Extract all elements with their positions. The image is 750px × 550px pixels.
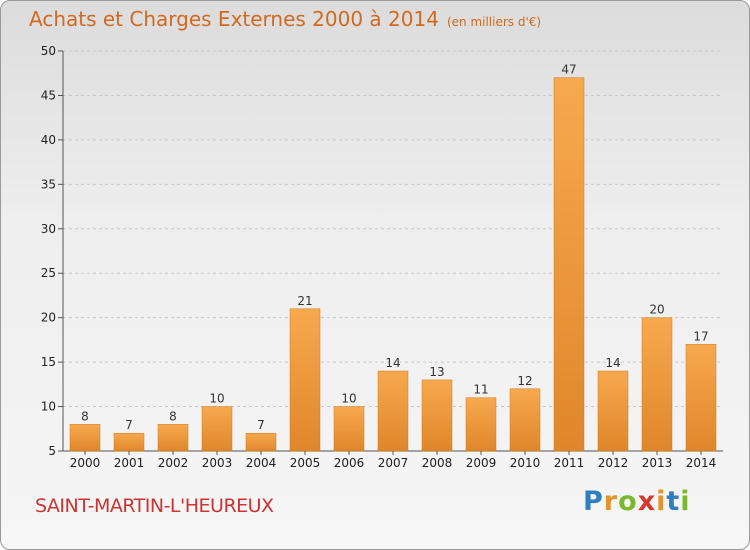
- bar-value-label: 13: [429, 365, 444, 379]
- y-tick-label: 30: [41, 222, 56, 236]
- bar: [157, 424, 189, 452]
- chart-title-text: Achats et Charges Externes 2000 à 2014: [29, 7, 439, 31]
- y-tick-label: 25: [41, 266, 56, 280]
- x-tick-label: 2003: [202, 456, 233, 470]
- bar: [289, 308, 321, 452]
- bar: [421, 379, 453, 452]
- logo-letter: o: [618, 486, 638, 517]
- x-tick-label: 2011: [554, 456, 585, 470]
- bar-value-label: 21: [297, 294, 312, 308]
- logo-letter: r: [603, 486, 619, 517]
- bar-value-label: 11: [473, 383, 488, 397]
- bar-value-label: 17: [693, 329, 708, 343]
- x-tick-label: 2000: [70, 456, 101, 470]
- bar: [553, 77, 585, 452]
- y-tick-label: 20: [41, 311, 56, 325]
- y-tick-label: 35: [41, 177, 56, 191]
- y-tick-label: 5: [48, 444, 56, 458]
- x-tick-label: 2007: [378, 456, 409, 470]
- commune-name: SAINT-MARTIN-L'HEUREUX: [35, 495, 274, 517]
- bar: [465, 397, 497, 452]
- x-tick-label: 2013: [642, 456, 673, 470]
- logo-letter: x: [637, 486, 657, 517]
- bar-value-label: 8: [81, 409, 89, 423]
- bar-value-label: 20: [649, 303, 664, 317]
- bar-value-label: 10: [341, 392, 356, 406]
- bar-value-label: 7: [125, 418, 133, 432]
- chart-unit: (en milliers d'€): [446, 15, 542, 29]
- bar-value-label: 12: [517, 374, 532, 388]
- bar: [509, 388, 541, 452]
- bar-value-label: 47: [561, 63, 576, 77]
- bar: [69, 424, 101, 452]
- y-tick-label: 45: [41, 88, 56, 102]
- x-tick-label: 2010: [510, 456, 541, 470]
- x-tick-label: 2004: [246, 456, 277, 470]
- x-tick-label: 2005: [290, 456, 321, 470]
- y-tick-label: 40: [41, 133, 56, 147]
- x-tick-label: 2008: [422, 456, 453, 470]
- bar: [333, 406, 365, 452]
- bar: [113, 432, 145, 452]
- bar: [685, 344, 717, 452]
- logo-letter: P: [583, 486, 604, 517]
- bar: [201, 406, 233, 452]
- x-tick-label: 2012: [598, 456, 629, 470]
- proxiti-logo[interactable]: Proxiti: [583, 486, 691, 517]
- x-tick-label: 2014: [686, 456, 717, 470]
- chart-title: Achats et Charges Externes 2000 à 2014 (e…: [29, 7, 541, 31]
- x-tick-label: 2002: [158, 456, 189, 470]
- x-tick-label: 2006: [334, 456, 365, 470]
- bar: [245, 432, 277, 452]
- bar: [641, 317, 673, 452]
- logo-letter: i: [680, 486, 691, 517]
- logo-letter: i: [656, 486, 667, 517]
- bar-value-label: 14: [605, 356, 620, 370]
- x-tick-label: 2001: [114, 456, 145, 470]
- bar-value-label: 8: [169, 409, 177, 423]
- bar: [377, 370, 409, 452]
- bar-value-label: 14: [385, 356, 400, 370]
- bar-value-label: 10: [209, 392, 224, 406]
- y-tick-label: 15: [41, 355, 56, 369]
- x-tick-label: 2009: [466, 456, 497, 470]
- logo-letter: t: [666, 486, 681, 517]
- y-tick-label: 10: [41, 400, 56, 414]
- bar-value-label: 7: [257, 418, 265, 432]
- y-tick-label: 50: [41, 44, 56, 58]
- bar: [597, 370, 629, 452]
